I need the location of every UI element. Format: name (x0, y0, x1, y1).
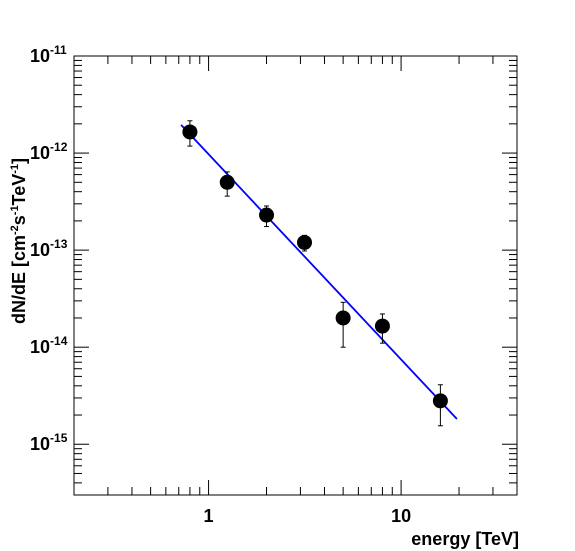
data-point (374, 318, 390, 334)
axis-ticks (73, 55, 518, 496)
y-axis-label-mid2: TeV (9, 174, 29, 206)
data-points-group (182, 120, 448, 427)
x-tick-labels: 1 10 (204, 506, 412, 526)
y-tick-label-exponent: -12 (50, 140, 68, 154)
data-point (335, 310, 351, 326)
data-point (259, 207, 275, 223)
y-tick-label: 10-13 (30, 237, 68, 260)
y-axis-label-mid1: s (9, 215, 29, 225)
x-axis-label: energy [TeV] (411, 529, 519, 549)
y-tick-label: 10-14 (30, 334, 68, 357)
y-tick-label: 10-12 (30, 140, 68, 163)
y-tick-label-base: 10 (30, 434, 50, 454)
plot-frame (73, 55, 518, 496)
y-axis-label: dN/dE [cm-2s-1TeV-1] (9, 158, 29, 324)
data-point (219, 174, 235, 190)
y-tick-label-base: 10 (30, 337, 50, 357)
y-tick-label: 10-15 (30, 431, 68, 454)
data-point (432, 393, 448, 409)
data-point (182, 124, 198, 140)
y-tick-label: 10-11 (30, 43, 67, 66)
y-tick-label-base: 10 (30, 46, 50, 66)
y-tick-label-exponent: -11 (50, 43, 67, 57)
y-axis-label-exp3: -1 (9, 164, 21, 174)
x-tick-label: 1 (204, 506, 214, 526)
y-tick-label-base: 10 (30, 240, 50, 260)
x-tick-label: 10 (391, 506, 411, 526)
y-tick-label-exponent: -14 (50, 334, 68, 348)
y-tick-label-exponent: -15 (50, 431, 68, 445)
y-axis-label-exp2: -1 (9, 205, 21, 215)
power-law-fit-line (180, 124, 458, 420)
fit-line-group (180, 124, 458, 420)
y-axis-label-exp1: -2 (9, 225, 21, 235)
y-axis-label-base: dN/dE [cm (9, 235, 29, 324)
y-tick-label-exponent: -13 (50, 237, 68, 251)
y-tick-label-base: 10 (30, 143, 50, 163)
y-axis-label-end: ] (9, 158, 29, 164)
data-point (297, 234, 313, 250)
